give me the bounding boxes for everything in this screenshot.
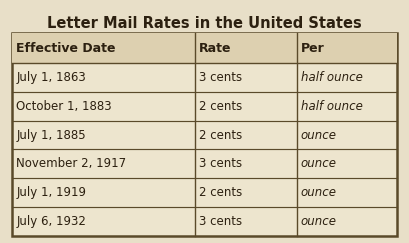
Text: Rate: Rate [199, 42, 231, 54]
Text: July 1, 1885: July 1, 1885 [16, 129, 86, 142]
Text: 3 cents: 3 cents [199, 157, 242, 170]
Text: 3 cents: 3 cents [199, 215, 242, 228]
Text: October 1, 1883: October 1, 1883 [16, 100, 112, 113]
Text: ounce: ounce [301, 186, 337, 199]
Text: half ounce: half ounce [301, 100, 363, 113]
Text: July 1, 1863: July 1, 1863 [16, 71, 86, 84]
Text: ounce: ounce [301, 129, 337, 142]
Text: November 2, 1917: November 2, 1917 [16, 157, 126, 170]
Text: July 6, 1932: July 6, 1932 [16, 215, 86, 228]
Text: July 1, 1919: July 1, 1919 [16, 186, 86, 199]
Text: 3 cents: 3 cents [199, 71, 242, 84]
Text: 2 cents: 2 cents [199, 129, 242, 142]
Text: 2 cents: 2 cents [199, 186, 242, 199]
Text: ounce: ounce [301, 215, 337, 228]
Text: ounce: ounce [301, 157, 337, 170]
Text: Letter Mail Rates in the United States: Letter Mail Rates in the United States [47, 16, 362, 31]
Text: 2 cents: 2 cents [199, 100, 242, 113]
Text: Effective Date: Effective Date [16, 42, 116, 54]
Text: Per: Per [301, 42, 325, 54]
Text: half ounce: half ounce [301, 71, 363, 84]
